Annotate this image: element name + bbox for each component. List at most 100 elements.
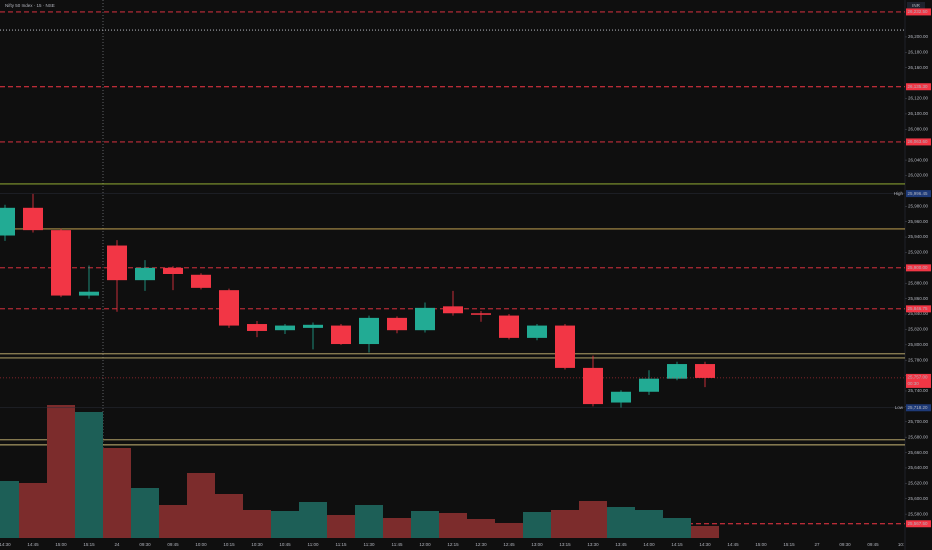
x-tick-label: 15:15 — [83, 542, 95, 547]
volume-bar — [663, 518, 691, 538]
volume-bar — [523, 512, 551, 538]
volume-bar — [47, 405, 75, 538]
x-tick-label: 14:00 — [643, 542, 655, 547]
candle-body — [555, 325, 575, 368]
marker-label: 25,718.20 — [908, 405, 929, 410]
volume-bar — [159, 505, 187, 538]
level-label-box — [906, 138, 931, 146]
y-tick-label: 25,800.00 — [908, 342, 929, 347]
y-tick-label: 25,860.00 — [908, 296, 929, 301]
x-tick-label: 13:15 — [559, 542, 571, 547]
candle-body — [611, 391, 631, 403]
candle-body — [79, 291, 99, 296]
y-tick-label: 26,120.00 — [908, 96, 929, 101]
x-tick-label: 10:00 — [195, 542, 207, 547]
y-tick-label: 25,820.00 — [908, 327, 929, 332]
x-tick-label: 14:45 — [727, 542, 739, 547]
y-tick-label: 25,740.00 — [908, 388, 929, 393]
x-tick-label: 12:00 — [419, 542, 431, 547]
y-tick-label: 26,160.00 — [908, 65, 929, 70]
candle-body — [247, 324, 267, 331]
candle-body — [387, 317, 407, 331]
x-tick-label: 14:45 — [27, 542, 39, 547]
y-tick-label: 25,640.00 — [908, 465, 929, 470]
volume-bar — [187, 473, 215, 538]
marker-text: Low — [895, 405, 904, 410]
candle-body — [527, 325, 547, 338]
candle-body — [639, 378, 659, 392]
x-tick-label: 24 — [114, 542, 120, 547]
x-tick-label: 14:15 — [671, 542, 683, 547]
candle-body — [163, 267, 183, 275]
volume-bar — [103, 448, 131, 538]
candle-body — [471, 313, 491, 315]
candle-body — [0, 207, 15, 236]
volume-bar — [243, 510, 271, 538]
y-tick-label: 25,960.00 — [908, 219, 929, 224]
y-tick-label: 25,660.00 — [908, 450, 929, 455]
x-tick-label: 10: — [898, 542, 904, 547]
y-tick-label: 25,700.00 — [908, 419, 929, 424]
volume-bar — [467, 519, 495, 538]
candle-body — [583, 367, 603, 405]
x-tick-label: 27 — [814, 542, 820, 547]
candle-body — [23, 207, 43, 231]
currency: INR — [912, 3, 921, 8]
candle-body — [303, 324, 323, 328]
x-tick-label: 13:30 — [587, 542, 599, 547]
volume-bar — [355, 505, 383, 538]
candle-body — [359, 317, 379, 345]
volume-bar — [607, 507, 635, 538]
x-tick-label: 12:15 — [447, 542, 459, 547]
volume-bar — [383, 518, 411, 538]
level-label-box — [906, 8, 931, 16]
volume-bar — [299, 502, 327, 538]
currency-box — [907, 2, 925, 10]
y-tick-label: 26,080.00 — [908, 126, 929, 131]
x-tick-label: 09:30 — [139, 542, 151, 547]
x-tick-label: 10:15 — [223, 542, 235, 547]
y-tick-label: 25,980.00 — [908, 203, 929, 208]
volume-bar — [691, 526, 719, 538]
x-tick-label: 09:45 — [867, 542, 879, 547]
volume-bar — [0, 481, 19, 538]
candle-body — [219, 290, 239, 326]
volume-bar — [327, 515, 355, 538]
candle-body — [667, 364, 687, 379]
volume-bar — [19, 483, 47, 538]
volume-bar — [439, 513, 467, 538]
level-label-box — [906, 305, 931, 313]
volume-bar — [551, 510, 579, 538]
y-tick-label: 26,040.00 — [908, 157, 929, 162]
y-tick-label: 26,200.00 — [908, 34, 929, 39]
volume-bar — [635, 510, 663, 538]
y-tick-label: 25,580.00 — [908, 511, 929, 516]
chart-title: Nifty 50 Index · 15 · NSE — [5, 3, 55, 8]
level-label: 25,846.75 — [908, 306, 929, 311]
x-tick-label: 13:00 — [531, 542, 543, 547]
level-label: 26,135.30 — [908, 84, 929, 89]
last-price-box — [906, 373, 931, 388]
x-tick-label: 15:00 — [55, 542, 67, 547]
candle-body — [443, 306, 463, 314]
x-tick-label: 14:30 — [0, 542, 11, 547]
y-tick-label: 25,880.00 — [908, 280, 929, 285]
level-label: 25,900.00 — [908, 265, 929, 270]
level-label: 26,232.50 — [908, 9, 929, 14]
y-tick-label: 26,100.00 — [908, 111, 929, 116]
x-tick-label: 09:30 — [839, 542, 851, 547]
y-tick-label: 25,680.00 — [908, 434, 929, 439]
x-tick-label: 13:45 — [615, 542, 627, 547]
x-tick-label: 11:30 — [364, 542, 375, 547]
x-tick-label: 12:30 — [475, 542, 487, 547]
y-tick-label: 25,780.00 — [908, 357, 929, 362]
candle-body — [107, 245, 127, 281]
level-label: 25,567.50 — [908, 521, 929, 526]
y-tick-label: 26,180.00 — [908, 50, 929, 55]
x-tick-label: 10:30 — [251, 542, 263, 547]
marker-box — [906, 404, 931, 412]
volume-bar — [579, 501, 607, 538]
x-tick-label: 15:15 — [783, 542, 795, 547]
